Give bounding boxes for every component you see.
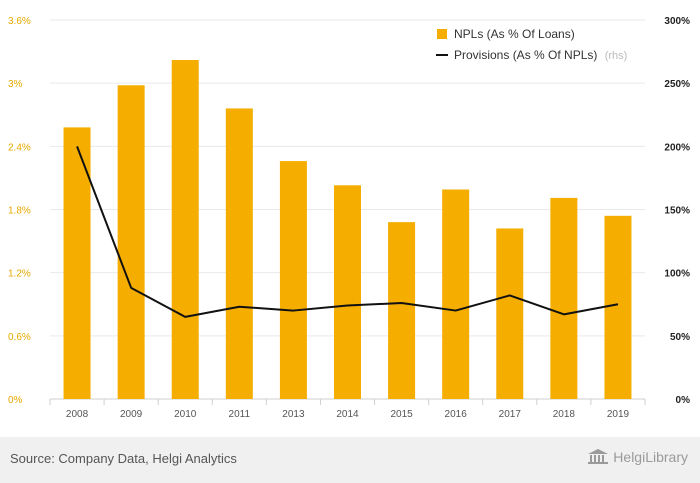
- x-tick-label: 2014: [336, 409, 359, 420]
- y-left-tick-label: 0%: [8, 395, 23, 406]
- x-tick-label: 2016: [445, 409, 468, 420]
- grid-lines: [49, 19, 646, 405]
- legend-label-provisions: Provisions (As % Of NPLs) (rhs): [454, 48, 627, 62]
- x-tick-label: 2019: [607, 409, 630, 420]
- y-right-tick-label: 50%: [670, 332, 690, 343]
- y-right-tick-label: 100%: [664, 269, 690, 280]
- npl-bars: [63, 60, 632, 400]
- x-tick-label: 2015: [390, 409, 413, 420]
- y-left-tick-label: 1.2%: [8, 269, 31, 280]
- npl-bar: [171, 60, 199, 399]
- y-left-tick-label: 1.8%: [8, 206, 31, 217]
- x-tick-label: 2009: [120, 409, 143, 420]
- y-right-tick-label: 150%: [664, 206, 690, 217]
- npl-bar: [604, 215, 632, 399]
- legend-label-npls: NPLs (As % Of Loans): [454, 27, 575, 41]
- library-building-icon: [588, 449, 609, 464]
- npl-bar: [334, 185, 361, 399]
- npl-bar: [279, 161, 307, 399]
- legend-label-provisions-rhs: (rhs): [605, 50, 628, 62]
- npl-bar: [225, 108, 253, 399]
- source-text: Source: Company Data, Helgi Analytics: [10, 451, 237, 466]
- y-left-tick-label: 3%: [8, 79, 23, 90]
- npl-bar: [442, 189, 470, 399]
- x-tick-label: 2011: [229, 409, 251, 420]
- npl-bar: [117, 85, 145, 400]
- npl-bar: [496, 228, 524, 399]
- legend: NPLs (As % Of Loans) Provisions (As % Of…: [436, 27, 627, 62]
- provisions-line-series: [76, 145, 619, 318]
- npl-bar: [550, 197, 578, 399]
- chart: 0% 0% 0.6% 50% 1.2% 100% 1.8% 150% 2.4% 200% 3% 250…: [8, 16, 690, 420]
- logo-text: HelgiLibrary: [613, 449, 688, 465]
- x-tick-label: 2013: [282, 409, 305, 420]
- npl-bar: [388, 222, 416, 399]
- y-left-tick-label: 3.6%: [8, 16, 31, 27]
- x-tick-label: 2017: [499, 409, 522, 420]
- npl-bar: [63, 127, 91, 399]
- x-tick-label: 2008: [66, 409, 89, 420]
- y-left-tick-label: 0.6%: [8, 332, 31, 343]
- x-tick-label: 2018: [553, 409, 576, 420]
- footer: Source: Company Data, Helgi Analytics He…: [0, 437, 700, 483]
- y-right-tick-label: 300%: [664, 16, 690, 27]
- y-left-tick-label: 2.4%: [8, 142, 31, 153]
- y-right-tick-label: 250%: [664, 79, 690, 90]
- y-right-tick-label: 200%: [664, 142, 690, 153]
- x-tick-label: 2010: [174, 409, 197, 420]
- y-right-tick-label: 0%: [676, 395, 691, 406]
- axis-ticks: 0% 0% 0.6% 50% 1.2% 100% 1.8% 150% 2.4% 200% 3% 250…: [8, 16, 690, 420]
- legend-swatch-npls: [437, 29, 447, 39]
- helgilibrary-logo[interactable]: HelgiLibrary: [587, 449, 688, 465]
- provisions-line: [76, 145, 619, 318]
- legend-label-provisions-name: Provisions (As % Of NPLs): [454, 48, 597, 62]
